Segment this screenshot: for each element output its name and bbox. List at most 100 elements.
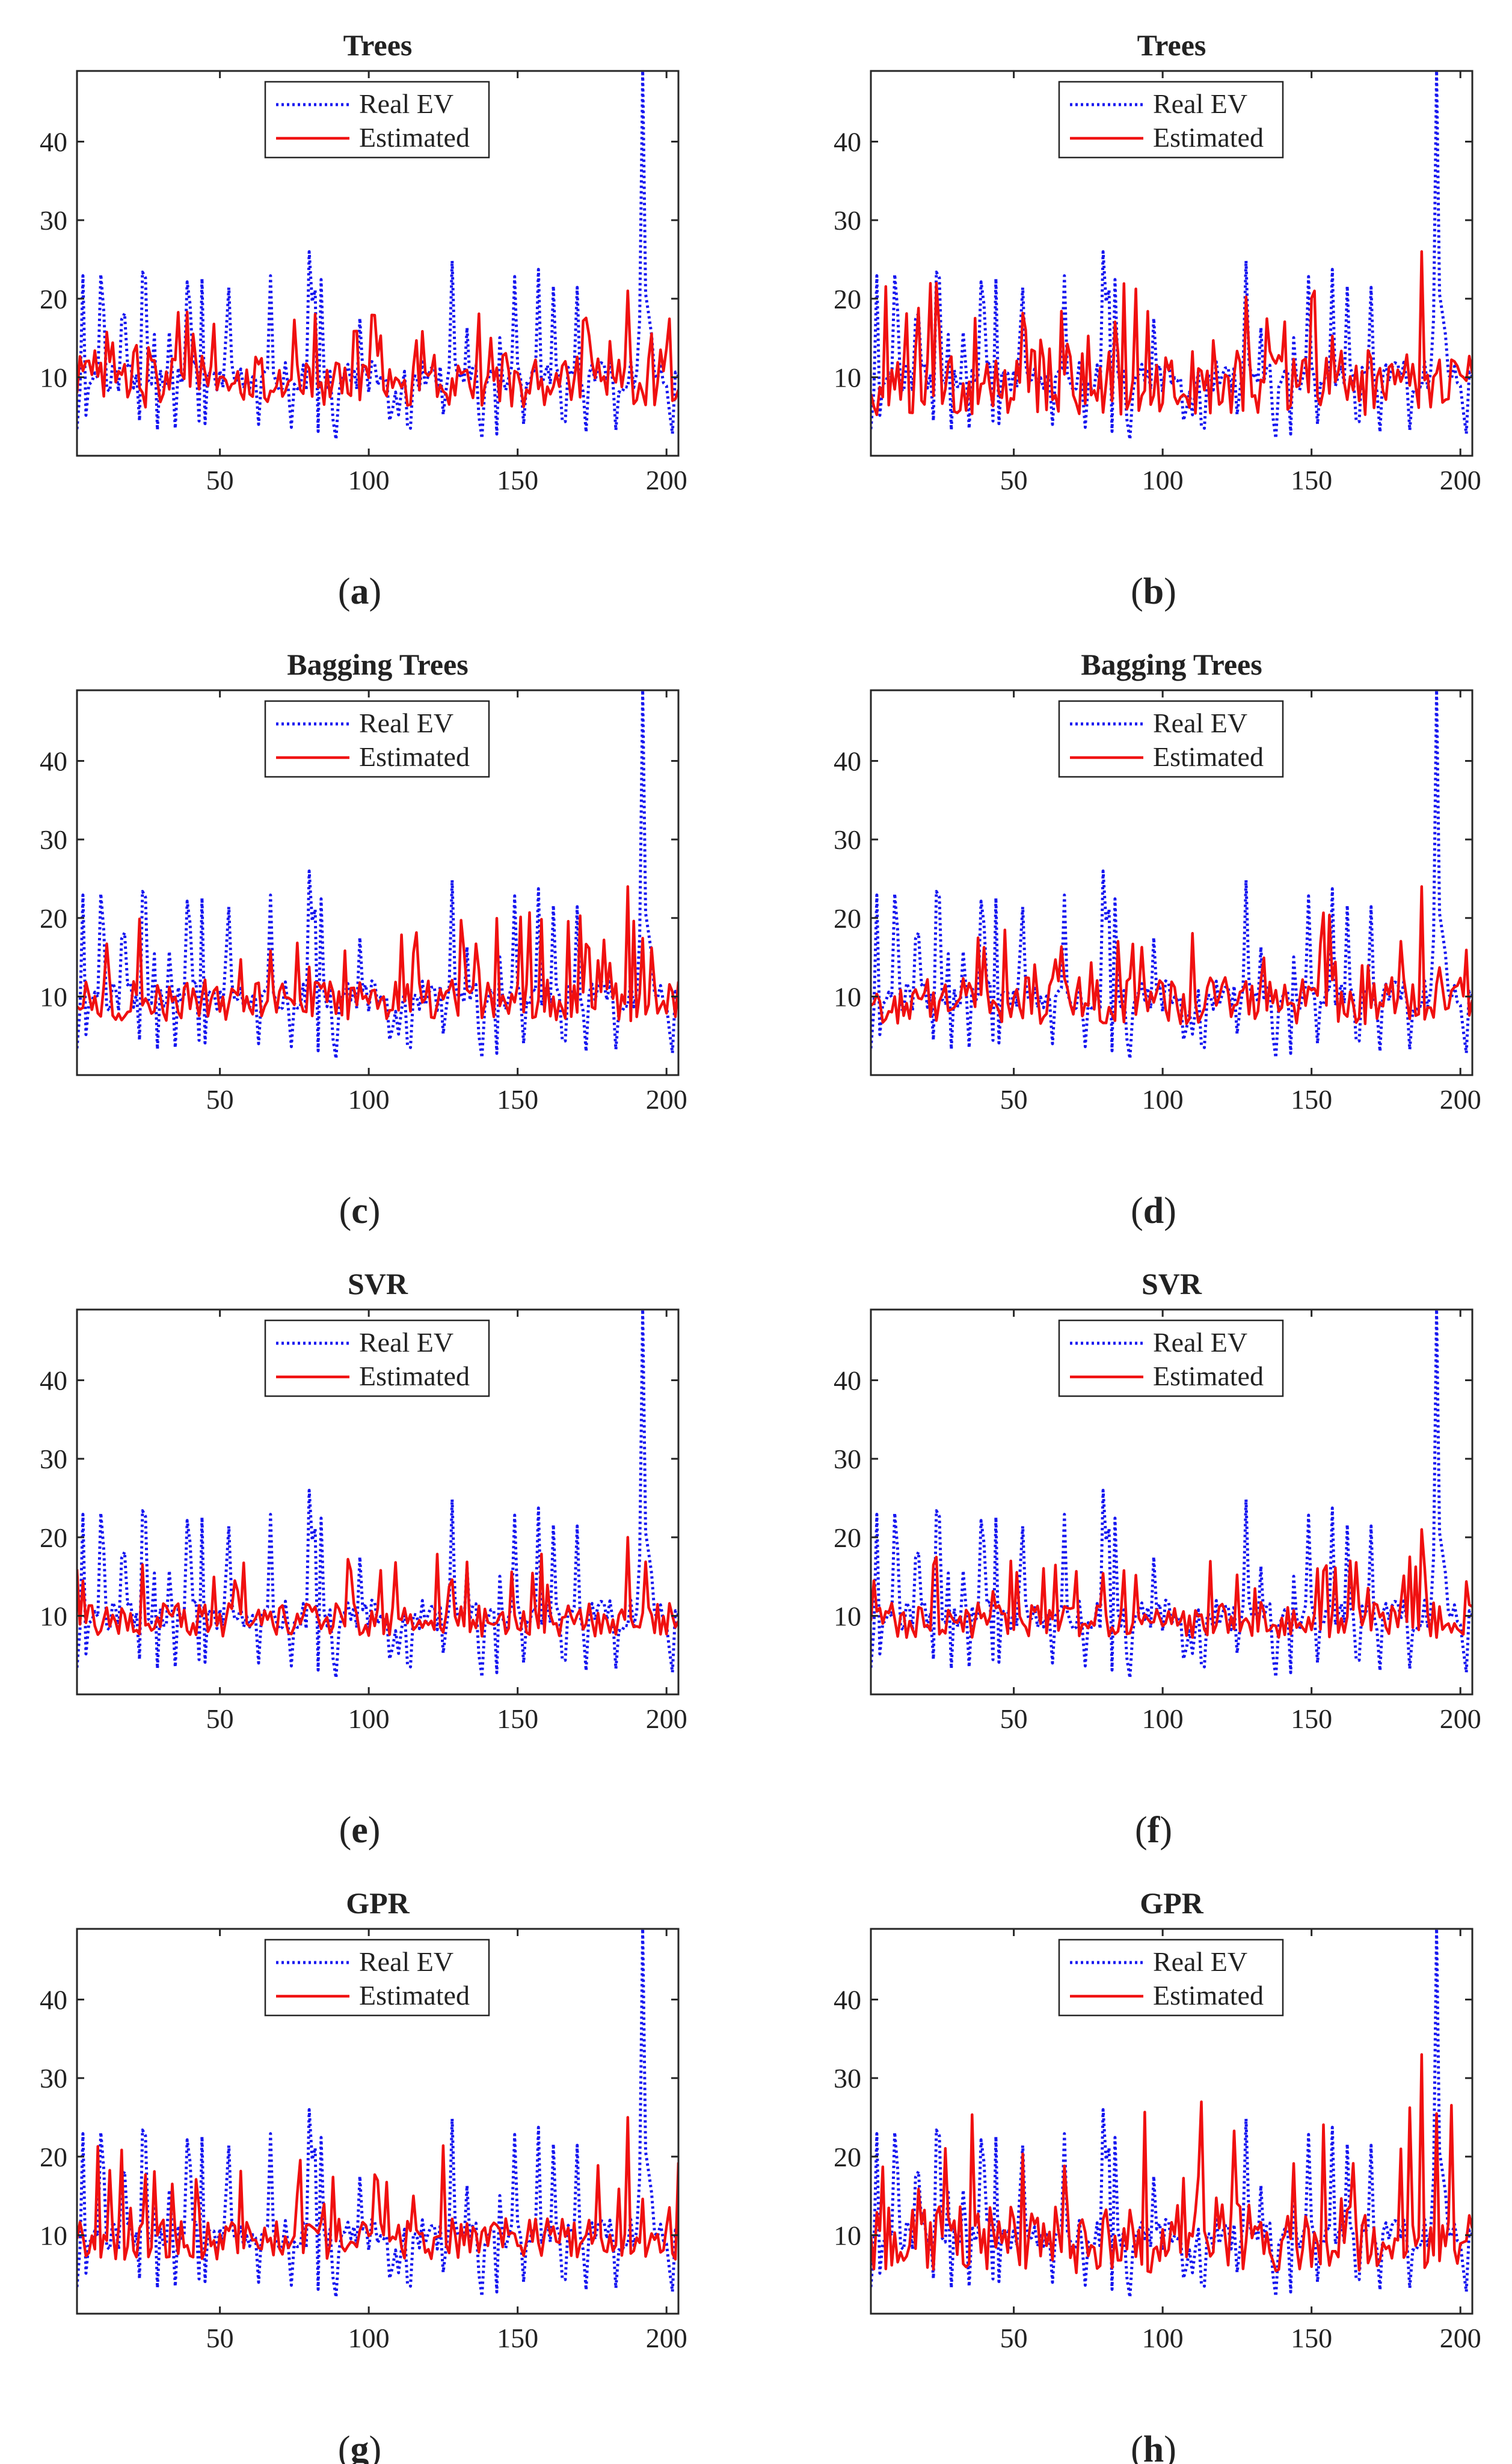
legend-real-ev-label: Real EV <box>359 88 453 119</box>
series-estimated-line <box>77 2116 678 2261</box>
series-estimated-line <box>871 2053 1472 2275</box>
legend-estimated-label: Estimated <box>1153 1980 1264 2011</box>
y-tick-label: 10 <box>834 2220 861 2251</box>
y-tick-label: 20 <box>834 284 861 314</box>
x-tick-label: 100 <box>348 465 390 495</box>
panel-label-open: ( <box>1135 1810 1148 1851</box>
panel-label-letter: g <box>351 2429 369 2464</box>
legend-real-ev-label: Real EV <box>1153 708 1247 738</box>
plot-frame <box>870 1928 1474 2315</box>
y-tick-label: 30 <box>834 1444 861 1474</box>
series-real-ev-line <box>871 71 1472 441</box>
x-tick-label: 50 <box>1000 1084 1028 1115</box>
x-tick-label: 150 <box>1291 465 1332 495</box>
legend-real-ev-label: Real EV <box>1153 1946 1247 1977</box>
panel-label-close: ) <box>1160 1810 1172 1851</box>
panel-label-open: ( <box>1131 571 1143 612</box>
y-tick-label: 20 <box>40 1522 67 1553</box>
chart-title: SVR <box>1142 1267 1202 1301</box>
x-tick-label: 100 <box>1142 465 1184 495</box>
legend-estimated-label: Estimated <box>1153 1361 1264 1391</box>
chart-title: Trees <box>343 28 413 62</box>
plot-frame <box>870 689 1474 1076</box>
y-tick-label: 30 <box>834 2063 861 2094</box>
x-tick-label: 50 <box>206 465 234 495</box>
panel-label-open: ( <box>339 1810 352 1851</box>
x-tick-label: 100 <box>1142 2323 1184 2353</box>
x-tick-label: 200 <box>1440 1084 1481 1115</box>
x-tick-label: 100 <box>1142 1703 1184 1734</box>
panel-label-close: ) <box>1164 2429 1176 2464</box>
y-tick-label: 10 <box>834 362 861 393</box>
x-tick-label: 50 <box>1000 1703 1028 1734</box>
panel-label-letter: b <box>1143 571 1164 612</box>
panel-label-close: ) <box>1164 571 1176 612</box>
legend-box <box>264 1938 490 2017</box>
x-tick-label: 200 <box>646 465 687 495</box>
plot-frame <box>76 689 680 1076</box>
y-tick-label: 30 <box>40 1444 67 1474</box>
x-tick-label: 100 <box>1142 1084 1184 1115</box>
panel-label-letter: d <box>1143 1191 1164 1231</box>
x-tick-label: 150 <box>1291 1703 1332 1734</box>
plot-frame <box>76 1928 680 2315</box>
x-tick-label: 50 <box>206 1084 234 1115</box>
panel-label: (f) <box>1135 1810 1172 1851</box>
panel-label-close: ) <box>368 1191 381 1231</box>
chart-title: GPR <box>346 1886 410 1920</box>
panel-label: (a) <box>338 571 381 612</box>
y-tick-label: 40 <box>834 1985 861 2015</box>
legend-box <box>264 1319 490 1397</box>
series-estimated-line <box>77 1536 678 1638</box>
panel-label-close: ) <box>369 2429 382 2464</box>
series-real-ev-line <box>871 1929 1472 2299</box>
plot-frame <box>76 70 680 457</box>
legend-estimated-label: Estimated <box>1153 122 1264 153</box>
x-tick-label: 200 <box>1440 465 1481 495</box>
panel-label: (g) <box>338 2429 381 2464</box>
panel-label: (h) <box>1131 2429 1176 2464</box>
chart-panel-c: Bagging Trees 10 20 30 40 50 100 150 200 Real EVE… <box>40 648 687 1231</box>
plot-frame <box>76 1308 680 1696</box>
panel-label-letter: f <box>1148 1810 1161 1851</box>
x-tick-label: 150 <box>497 465 538 495</box>
panel-label: (e) <box>339 1810 381 1851</box>
legend-real-ev-label: Real EV <box>359 708 453 738</box>
y-tick-label: 20 <box>834 2142 861 2172</box>
legend-real-ev-label: Real EV <box>359 1327 453 1358</box>
x-tick-label: 200 <box>646 1084 687 1115</box>
x-tick-label: 100 <box>348 1084 390 1115</box>
y-tick-label: 20 <box>40 2142 67 2172</box>
panel-label-letter: c <box>351 1191 368 1231</box>
panel-label-open: ( <box>1131 1191 1143 1231</box>
y-tick-label: 40 <box>834 1365 861 1396</box>
series-estimated-line <box>871 885 1472 1025</box>
legend-box <box>1058 81 1284 159</box>
x-tick-label: 150 <box>497 1084 538 1115</box>
panel-label: (b) <box>1131 571 1176 612</box>
series-real-ev-line <box>871 690 1472 1061</box>
legend-box <box>264 700 490 778</box>
series-estimated-line <box>77 289 678 409</box>
y-tick-label: 10 <box>40 1601 67 1631</box>
chart-title: SVR <box>348 1267 408 1301</box>
y-tick-label: 20 <box>40 284 67 314</box>
y-tick-label: 10 <box>834 1601 861 1631</box>
y-tick-label: 10 <box>834 981 861 1012</box>
panel-label-letter: e <box>351 1810 368 1851</box>
x-tick-label: 100 <box>348 1703 390 1734</box>
panel-label: (c) <box>339 1191 381 1231</box>
legend-real-ev-label: Real EV <box>1153 1327 1247 1358</box>
legend-estimated-label: Estimated <box>359 1980 470 2011</box>
series-estimated-line <box>77 885 678 1023</box>
x-tick-label: 200 <box>1440 1703 1481 1734</box>
chart-panel-a: Trees 10 20 30 40 50 100 150 200 Real EVEstimated… <box>40 28 687 612</box>
